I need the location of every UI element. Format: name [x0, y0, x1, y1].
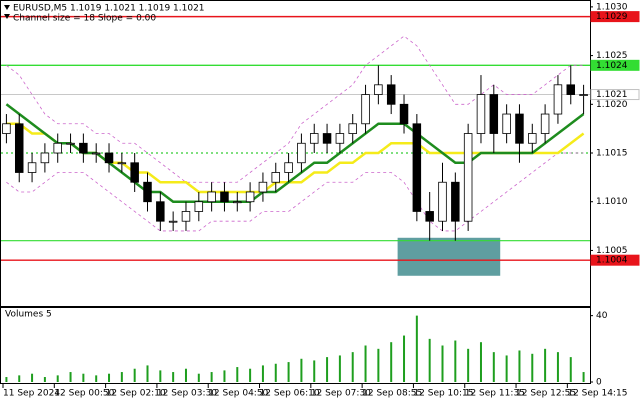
y-tick-label: 1.1025: [596, 51, 628, 61]
candle-body: [579, 94, 588, 96]
x-tick-label: 12 Sep 12:55: [516, 389, 576, 399]
candle-body: [233, 201, 242, 204]
level-label: 1.1024: [596, 61, 628, 71]
x-tick-label: 12 Sep 14:15: [567, 389, 627, 399]
candle-body: [130, 162, 139, 183]
candle-body: [194, 201, 204, 212]
candle-body: [489, 94, 499, 134]
candle-body: [207, 191, 216, 203]
candle-body: [502, 113, 511, 134]
candle-body: [425, 211, 434, 222]
candle-body: [528, 133, 537, 144]
chart-title: EURUSD,M5 1.1019 1.1021 1.1019 1.1021: [13, 4, 205, 14]
indicator-line: [6, 152, 584, 232]
candle-body: [515, 113, 524, 144]
candle-body: [156, 201, 165, 222]
candle-body: [335, 133, 345, 144]
level-label: 1.1004: [596, 256, 628, 266]
level-label: 1.1029: [596, 12, 628, 22]
candle-body: [361, 94, 370, 125]
x-tick-label: 12 Sep 04:50: [208, 389, 268, 399]
candle-body: [297, 142, 306, 164]
level-tag: [590, 11, 640, 23]
candle-body: [14, 123, 24, 173]
indicator-icon: [4, 14, 10, 19]
x-tick-label: 12 Sep 10:15: [413, 389, 473, 399]
indicator-line: [5, 103, 585, 203]
candle-body: [553, 84, 563, 115]
candle-body: [540, 113, 550, 134]
candle-body: [476, 94, 486, 134]
candle-body: [168, 220, 178, 223]
candle-body: [79, 142, 88, 154]
candle-body: [463, 133, 473, 222]
candle-body: [412, 123, 422, 212]
x-tick-label: 12 Sep 00:50: [54, 389, 114, 399]
candle-body: [104, 152, 114, 164]
candle-body: [245, 191, 255, 203]
candle-body: [258, 181, 268, 193]
zone: [397, 237, 501, 276]
candle-body: [271, 172, 281, 183]
y-tick-label: 1.1010: [596, 197, 628, 207]
y-tick-label: 1.1020: [596, 100, 628, 110]
candle-body: [284, 162, 293, 173]
level-tag: [590, 89, 640, 101]
volume-tick-label: 40: [596, 311, 608, 321]
candle-body: [386, 84, 396, 105]
candle-body: [451, 181, 460, 222]
chart-subtitle: Channel size = 18 Slope = 0.00: [13, 14, 156, 24]
volume-title: Volumes 5: [5, 310, 52, 320]
level-label: 1.1021: [596, 90, 628, 100]
x-tick-label: 12 Sep 11:35: [465, 389, 525, 399]
volume-panel: [0, 307, 591, 384]
candle-body: [399, 103, 409, 125]
candle-body: [309, 133, 319, 144]
candle-body: [374, 84, 383, 95]
candle-body: [181, 211, 191, 222]
x-tick-label: 11 Sep 2024: [3, 389, 60, 399]
candle-body: [322, 133, 332, 144]
candle-body: [27, 162, 37, 173]
candle-body: [66, 142, 75, 145]
candle-body: [40, 152, 50, 164]
candle-body: [220, 191, 229, 203]
indicator-line: [6, 35, 584, 183]
candle-body: [91, 152, 101, 155]
level-tag: [590, 59, 640, 71]
candle-body: [438, 181, 447, 222]
candle-body: [348, 123, 357, 134]
x-tick-label: 12 Sep 06:10: [260, 389, 320, 399]
candle-body: [566, 84, 576, 95]
candle-body: [117, 162, 127, 165]
level-tag: [590, 254, 640, 266]
candle-body: [2, 123, 11, 134]
symbol-icon: [4, 5, 10, 10]
y-tick-label: 1.1005: [596, 246, 628, 256]
x-tick-label: 12 Sep 07:30: [311, 389, 371, 399]
y-tick-label: 1.1015: [596, 149, 628, 159]
candle-body: [143, 181, 152, 203]
candle-body: [53, 142, 62, 154]
volume-tick-label: 0: [596, 378, 602, 388]
x-tick-label: 12 Sep 02:10: [106, 389, 166, 399]
y-tick-label: 1.1030: [596, 2, 628, 12]
x-tick-label: 12 Sep 08:55: [362, 389, 422, 399]
x-tick-label: 12 Sep 03:30: [157, 389, 217, 399]
